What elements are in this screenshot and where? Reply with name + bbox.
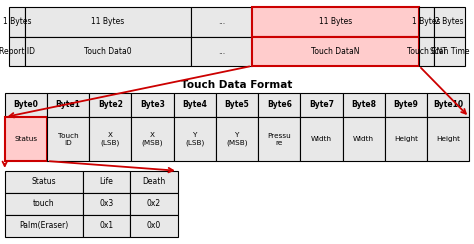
Text: 11 Bytes: 11 Bytes [91, 18, 125, 26]
Bar [83, 171, 130, 193]
Text: Height: Height [436, 136, 460, 142]
Bar [9, 7, 25, 37]
Bar [25, 37, 191, 66]
Bar [173, 93, 216, 117]
Text: ...: ... [218, 18, 226, 26]
Bar [419, 37, 434, 66]
Bar [89, 117, 131, 161]
Bar [5, 93, 47, 117]
Text: Width: Width [353, 136, 374, 142]
Text: Byte1: Byte1 [55, 101, 81, 109]
Text: Byte0: Byte0 [13, 101, 38, 109]
Bar [5, 117, 47, 161]
Text: Byte4: Byte4 [182, 101, 207, 109]
Text: 0x1: 0x1 [100, 221, 114, 230]
Text: Touch DataN: Touch DataN [311, 47, 360, 56]
Bar [25, 7, 191, 37]
Bar [191, 37, 252, 66]
Text: Touch Data Format: Touch Data Format [182, 81, 292, 90]
Bar [385, 93, 427, 117]
Text: Touch
ID: Touch ID [58, 132, 78, 146]
Bar [434, 37, 465, 66]
Text: Pressu
re: Pressu re [267, 132, 291, 146]
Text: Scan Time: Scan Time [429, 47, 469, 56]
Text: Palm(Eraser): Palm(Eraser) [19, 221, 68, 230]
Bar [343, 117, 385, 161]
Bar [130, 215, 178, 237]
Text: Death: Death [142, 177, 166, 186]
Bar [5, 171, 83, 193]
Bar [419, 7, 434, 37]
Bar [131, 93, 173, 117]
Text: Touch Data0: Touch Data0 [84, 47, 132, 56]
Bar [216, 117, 258, 161]
Text: Y
(MSB): Y (MSB) [226, 132, 248, 146]
Bar [5, 215, 83, 237]
Bar [130, 171, 178, 193]
Text: Byte2: Byte2 [98, 101, 123, 109]
Text: Status: Status [32, 177, 56, 186]
Bar [252, 37, 419, 66]
Text: Height: Height [394, 136, 418, 142]
Bar [83, 193, 130, 215]
Text: 2 Bytes: 2 Bytes [435, 18, 464, 26]
Text: touch: touch [33, 199, 55, 208]
Bar [47, 93, 89, 117]
Bar [427, 117, 469, 161]
Text: 0x3: 0x3 [100, 199, 114, 208]
Bar [83, 215, 130, 237]
Text: Byte3: Byte3 [140, 101, 165, 109]
Bar [301, 117, 343, 161]
Bar [191, 7, 252, 37]
Text: Byte5: Byte5 [225, 101, 249, 109]
Bar [434, 7, 465, 37]
Text: 0x0: 0x0 [147, 221, 161, 230]
Text: ...: ... [218, 47, 226, 56]
Text: Byte7: Byte7 [309, 101, 334, 109]
Bar [47, 117, 89, 161]
Text: Y
(LSB): Y (LSB) [185, 132, 204, 146]
Bar [258, 117, 301, 161]
Bar [131, 117, 173, 161]
Text: 11 Bytes: 11 Bytes [319, 18, 352, 26]
Text: Status: Status [14, 136, 37, 142]
Text: Touch CNT: Touch CNT [407, 47, 447, 56]
Text: 0x2: 0x2 [147, 199, 161, 208]
Text: Byte10: Byte10 [433, 101, 463, 109]
Bar [385, 117, 427, 161]
Bar [173, 117, 216, 161]
Bar [427, 93, 469, 117]
Text: Life: Life [100, 177, 114, 186]
Text: 1 Bytes: 1 Bytes [412, 18, 441, 26]
Bar [5, 193, 83, 215]
Bar [216, 93, 258, 117]
Bar [130, 193, 178, 215]
Bar [9, 37, 25, 66]
Text: Byte6: Byte6 [267, 101, 292, 109]
Bar [252, 7, 419, 37]
Text: X
(MSB): X (MSB) [142, 132, 163, 146]
Bar [343, 93, 385, 117]
Text: X
(LSB): X (LSB) [100, 132, 120, 146]
Bar [301, 93, 343, 117]
Text: Byte8: Byte8 [351, 101, 376, 109]
Bar [89, 93, 131, 117]
Text: Byte9: Byte9 [393, 101, 419, 109]
Bar [258, 93, 301, 117]
Text: Width: Width [311, 136, 332, 142]
Text: 1 Bytes: 1 Bytes [3, 18, 31, 26]
Text: Report ID: Report ID [0, 47, 35, 56]
